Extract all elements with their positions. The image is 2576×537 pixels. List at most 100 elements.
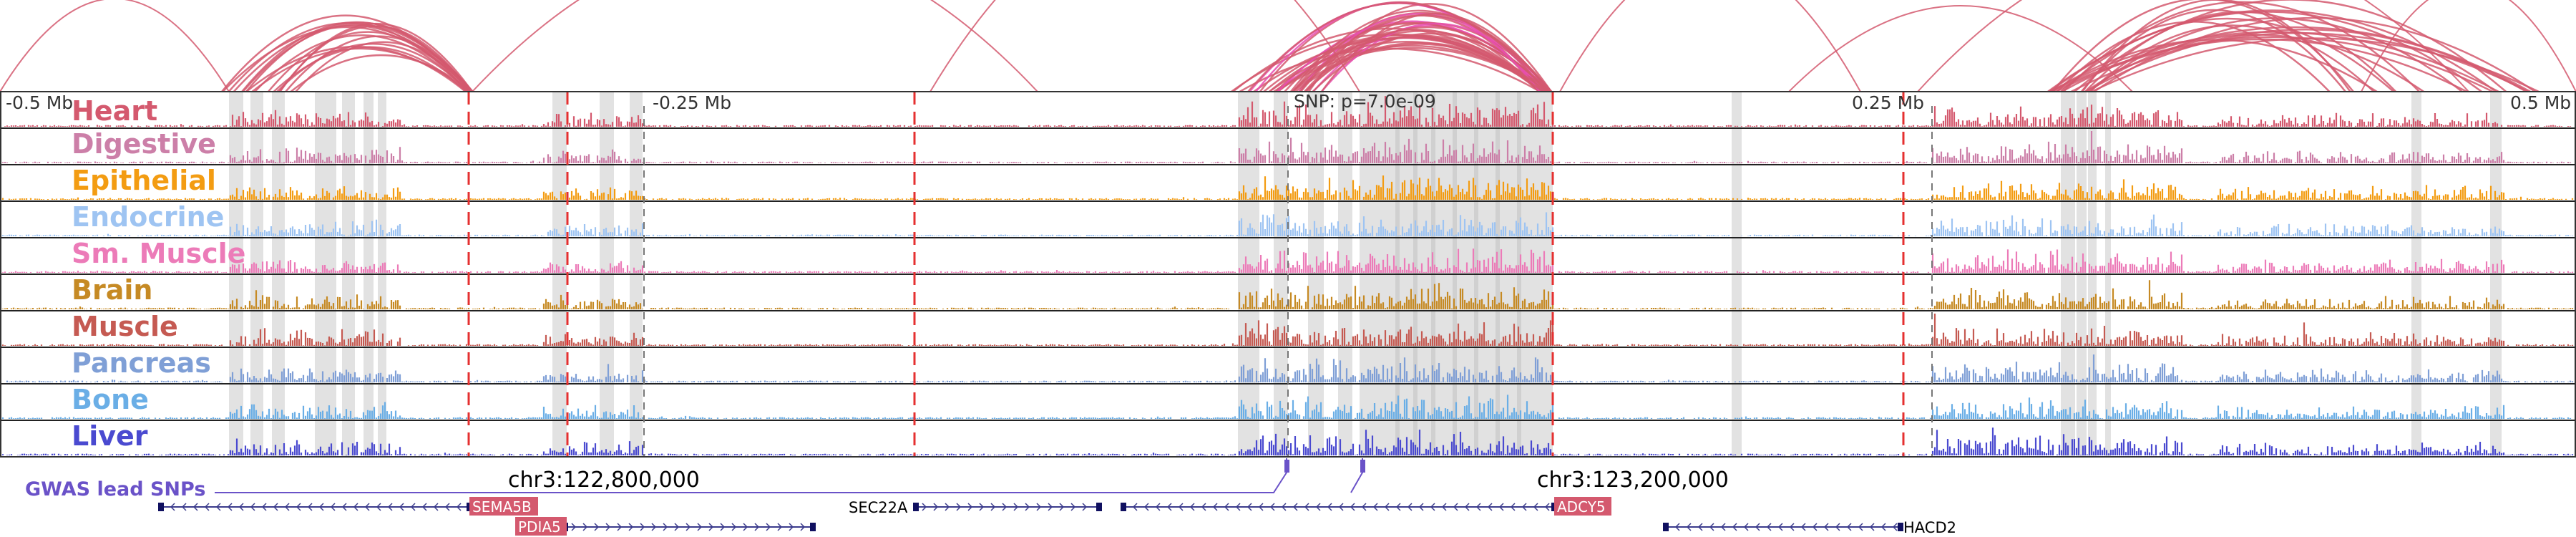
gene-strand-arrow bbox=[1281, 503, 1287, 511]
gene-strand-arrow bbox=[1189, 503, 1195, 511]
gene-strand-arrow bbox=[1464, 503, 1470, 511]
gene-strand-arrow bbox=[1823, 523, 1829, 531]
track-label-heart: Heart bbox=[72, 95, 157, 127]
gene-strand-arrow bbox=[399, 503, 404, 511]
gene-strand-arrow bbox=[617, 523, 623, 531]
signal-track-8 bbox=[1, 395, 2572, 419]
gene-strand-arrow bbox=[1418, 503, 1424, 511]
signal-track-2 bbox=[1, 175, 2574, 200]
loop-arc bbox=[1292, 28, 1541, 92]
gene-strand-arrow bbox=[192, 503, 198, 511]
loop-arc bbox=[251, 47, 469, 92]
track-label-bone: Bone bbox=[72, 384, 149, 415]
track-label-digestive: Digestive bbox=[72, 128, 216, 160]
track-label-endocrine: Endocrine bbox=[72, 201, 224, 233]
gene-strand-arrow bbox=[651, 523, 657, 531]
loop-arc bbox=[233, 24, 473, 92]
loop-arc bbox=[472, 0, 1038, 92]
gene-strand-arrow bbox=[1258, 503, 1264, 511]
signal-track-4 bbox=[1, 248, 2574, 273]
gene-strand-arrow bbox=[1002, 503, 1008, 511]
loop-arc bbox=[1917, 0, 2469, 92]
gene-strand-arrow bbox=[1178, 503, 1184, 511]
gene-strand-arrow bbox=[777, 523, 783, 531]
loop-arc bbox=[2080, 9, 2346, 92]
gene-label-pdia5: PDIA5 bbox=[515, 517, 567, 536]
loop-arc bbox=[2074, 0, 2507, 92]
gene-strand-arrow bbox=[1201, 503, 1206, 511]
gene-strand-arrow bbox=[1269, 503, 1275, 511]
gene-strand-arrow bbox=[1143, 503, 1149, 511]
gene-strand-arrow bbox=[318, 503, 324, 511]
gene-name-hacd2: HACD2 bbox=[1903, 519, 1956, 536]
gwas-lead-snps-label: GWAS lead SNPs bbox=[25, 478, 205, 500]
axis-tick-label: 0.25 Mb bbox=[1852, 92, 1924, 113]
gene-strand-arrow bbox=[1338, 503, 1344, 511]
loop-arc bbox=[1559, 0, 1861, 92]
signal-track-3 bbox=[1, 212, 2574, 236]
loop-arc bbox=[2060, 17, 2394, 92]
gene-strand-arrow bbox=[1013, 503, 1019, 511]
gene-strand-arrow bbox=[1869, 523, 1875, 531]
loop-arc bbox=[2361, 0, 2576, 92]
signal-track-7 bbox=[6, 354, 2574, 382]
loop-arc bbox=[1788, 5, 2133, 92]
track-label-liver: Liver bbox=[72, 420, 148, 452]
gene-strand-arrow bbox=[387, 503, 393, 511]
track-label-brain: Brain bbox=[72, 274, 152, 306]
signal-tracks bbox=[0, 96, 2576, 458]
gene-strand-arrow bbox=[1372, 503, 1378, 511]
gene-strand-arrow bbox=[1327, 503, 1332, 511]
loop-arc bbox=[1247, 2, 1551, 92]
gene-strand-arrow bbox=[227, 503, 233, 511]
gene-name: PDIA5 bbox=[518, 518, 561, 536]
gene-strand-arrow bbox=[1498, 503, 1504, 511]
gene-exon bbox=[158, 503, 164, 511]
gene-strand-arrow bbox=[1510, 503, 1516, 511]
loop-arc bbox=[1269, 41, 1544, 93]
snp-pvalue-label: SNP: p=7.0e-09 bbox=[1294, 91, 1436, 112]
gene-strand-arrow bbox=[1070, 503, 1076, 511]
gene-strand-arrow bbox=[1789, 523, 1795, 531]
signal-track-5 bbox=[1, 280, 2574, 309]
gene-label-sema5b: SEMA5B bbox=[469, 497, 538, 516]
gene-strand-arrow bbox=[663, 523, 668, 531]
gene-strand-arrow bbox=[238, 503, 244, 511]
loop-arc bbox=[1305, 26, 1549, 92]
gene-strand-arrow bbox=[1166, 503, 1172, 511]
gene-strand-arrow bbox=[933, 503, 939, 511]
gene-label-box bbox=[469, 497, 538, 516]
gene-strand-arrow bbox=[594, 523, 600, 531]
gene-strand-arrow bbox=[1720, 523, 1726, 531]
gene-strand-arrow bbox=[273, 503, 278, 511]
gwas-snp-marker bbox=[1360, 460, 1365, 473]
gene-exon bbox=[913, 503, 919, 511]
signal-track-0 bbox=[4, 96, 2572, 127]
gene-strand-arrow bbox=[1224, 503, 1229, 511]
loop-arc bbox=[245, 45, 467, 92]
gwas-snp-connectors bbox=[215, 458, 1365, 493]
gene-strand-arrow bbox=[284, 503, 290, 511]
gene-strand-arrow bbox=[1487, 503, 1493, 511]
gene-strand-arrow bbox=[628, 523, 634, 531]
gene-strand-arrow bbox=[1036, 503, 1042, 511]
loop-arc bbox=[276, 43, 470, 92]
tad-boundaries bbox=[467, 92, 1933, 457]
gene-strand-arrow bbox=[1246, 503, 1252, 511]
gene-strand-arrow bbox=[444, 503, 450, 511]
loop-arc bbox=[278, 25, 472, 92]
track-label-epithelial: Epithelial bbox=[72, 165, 216, 196]
gene-strand-arrow bbox=[1048, 503, 1053, 511]
gene-strand-arrow bbox=[1155, 503, 1161, 511]
loop-arc bbox=[222, 26, 474, 92]
gene-strand-arrow bbox=[1292, 503, 1298, 511]
coordinate-label: chr3:122,800,000 bbox=[508, 468, 700, 493]
gene-strand-arrow bbox=[433, 503, 439, 511]
gene-strand-arrow bbox=[170, 503, 175, 511]
loop-arc bbox=[241, 21, 472, 92]
gene-strand-arrow bbox=[956, 503, 962, 511]
gwas-connector bbox=[215, 458, 1287, 493]
gene-exon bbox=[810, 523, 816, 531]
gene-strand-arrow bbox=[456, 503, 462, 511]
gene-strand-arrow bbox=[1384, 503, 1390, 511]
